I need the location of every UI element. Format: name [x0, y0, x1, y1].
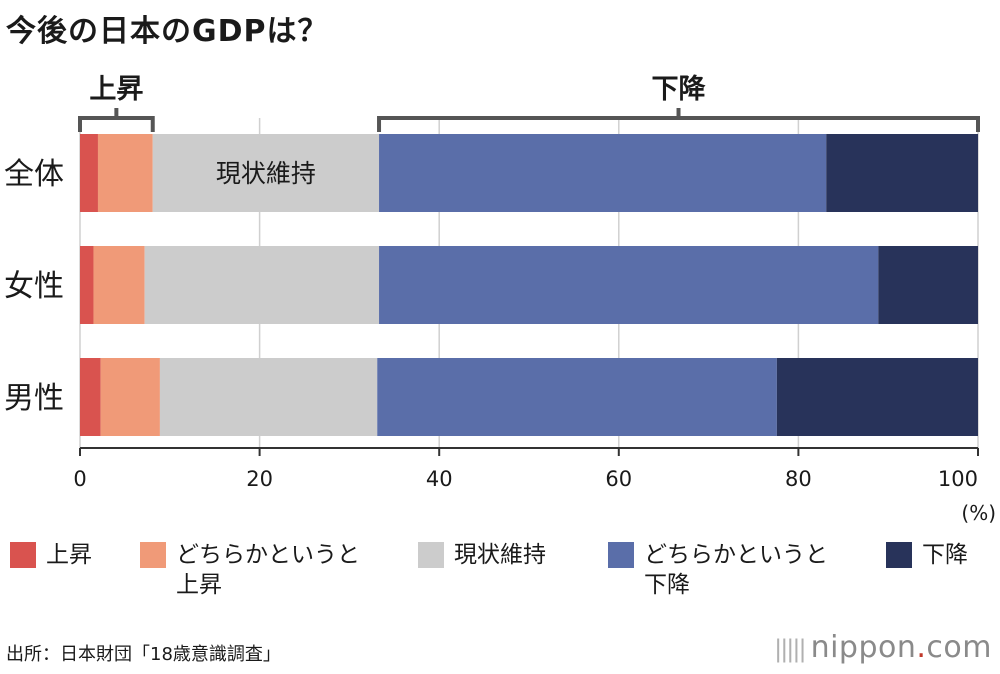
bracket-label: 上昇 — [89, 74, 143, 105]
legend-swatch — [886, 542, 912, 568]
bracket — [78, 116, 155, 132]
legend-swatch — [418, 542, 444, 568]
x-tick-label: 40 — [426, 467, 453, 491]
category-label: 女性 — [4, 269, 64, 304]
bar-segment — [80, 134, 98, 212]
source-note: 出所：日本財団「18歳意識調査」 — [6, 644, 281, 665]
category-label: 全体 — [4, 157, 64, 192]
inline-bar-label: 現状維持 — [216, 159, 316, 188]
bracket-label: 下降 — [652, 74, 707, 105]
bar-segment — [776, 358, 978, 436]
x-axis-unit: (%) — [961, 501, 996, 525]
bar-segment — [152, 134, 380, 212]
bracket — [377, 116, 980, 132]
legend-item: 上昇 — [10, 540, 92, 570]
brand-name: nippon — [810, 630, 917, 665]
brand-tld: com — [926, 630, 992, 665]
legend-swatch — [140, 542, 166, 568]
legend-item: 現状維持 — [418, 540, 546, 570]
legend-label: 上昇 — [46, 542, 92, 568]
brand-dot: . — [916, 630, 927, 665]
x-tick-label: 80 — [785, 467, 812, 491]
bar-segment — [80, 358, 101, 436]
bar-segment — [97, 134, 153, 212]
legend-label: 下降 — [922, 542, 968, 568]
legend-swatch — [608, 542, 634, 568]
bar-segment — [379, 134, 827, 212]
chart-title: 今後の日本のGDPは？ — [6, 14, 329, 49]
legend-label: どちらかというと 下降 — [644, 542, 828, 598]
legend: 上昇 どちらかというと 上昇 現状維持 どちらかというと 下降 下降 — [0, 540, 1000, 610]
x-tick-label: 0 — [73, 467, 86, 491]
bar-segment — [93, 246, 145, 324]
legend-swatch — [10, 542, 36, 568]
category-label: 男性 — [4, 381, 64, 416]
bar-segment — [377, 358, 777, 436]
bar-segment — [826, 134, 978, 212]
x-tick-label: 100 — [938, 467, 978, 491]
legend-item: どちらかというと 下降 — [608, 540, 828, 600]
nippon-logo: ||||| nippon.com — [774, 630, 992, 665]
bar-segment — [878, 246, 978, 324]
bar-segment — [159, 358, 378, 436]
legend-item: どちらかというと 上昇 — [140, 540, 360, 600]
x-tick-label: 60 — [605, 467, 632, 491]
bar-segment — [144, 246, 380, 324]
legend-item: 下降 — [886, 540, 968, 570]
logo-bars-icon: ||||| — [774, 635, 806, 663]
legend-label: どちらかというと 上昇 — [176, 542, 360, 598]
bar-segment — [80, 246, 94, 324]
legend-label: 現状維持 — [454, 542, 546, 568]
bar-segment — [100, 358, 160, 436]
bar-segment — [379, 246, 879, 324]
x-tick-label: 20 — [246, 467, 273, 491]
